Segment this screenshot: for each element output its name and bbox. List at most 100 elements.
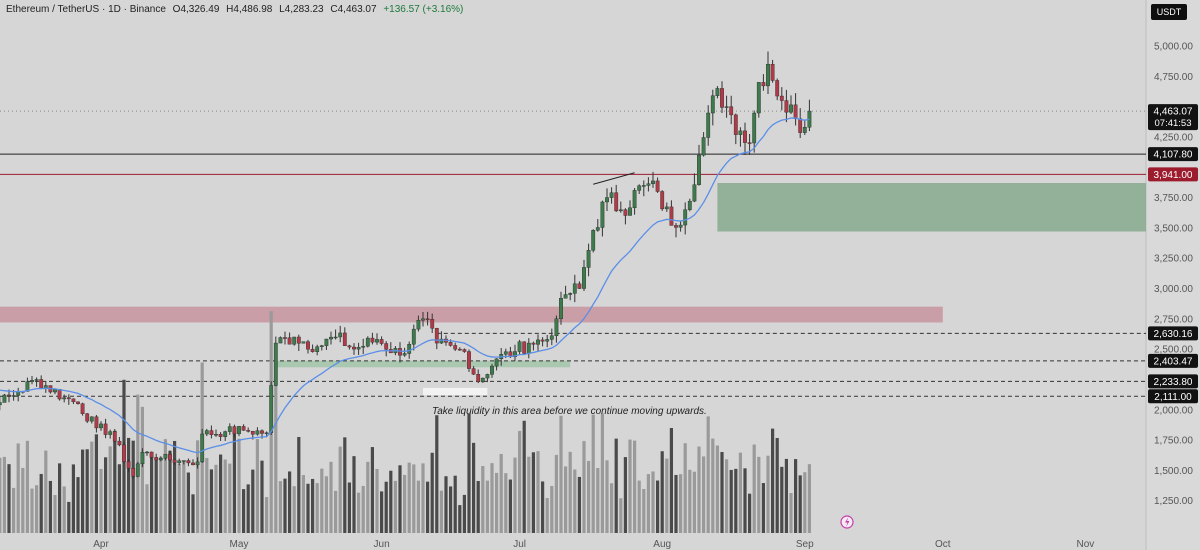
candle[interactable] — [687, 200, 692, 210]
candle[interactable] — [710, 95, 715, 114]
candle[interactable] — [333, 336, 338, 339]
candle[interactable] — [227, 426, 232, 432]
candle[interactable] — [66, 397, 71, 400]
candle[interactable] — [600, 201, 605, 228]
candle[interactable] — [135, 463, 140, 477]
candle[interactable] — [122, 444, 126, 462]
candle[interactable] — [655, 180, 660, 192]
candle[interactable] — [398, 348, 402, 356]
candle[interactable] — [545, 339, 550, 342]
candle[interactable] — [632, 190, 637, 209]
candle[interactable] — [752, 112, 757, 144]
candle[interactable] — [269, 385, 274, 433]
candle[interactable] — [117, 440, 122, 446]
candle[interactable] — [370, 337, 375, 343]
candle[interactable] — [57, 389, 62, 400]
price-label-current[interactable] — [1148, 104, 1198, 131]
candle[interactable] — [411, 328, 416, 345]
candle[interactable] — [264, 432, 269, 434]
candle[interactable] — [80, 403, 85, 414]
candle[interactable] — [770, 63, 775, 81]
candle[interactable] — [798, 118, 803, 133]
candle[interactable] — [683, 209, 688, 226]
candle[interactable] — [379, 339, 384, 344]
candle[interactable] — [319, 345, 324, 347]
candle[interactable] — [375, 339, 379, 343]
candle[interactable] — [628, 207, 632, 216]
candle[interactable] — [802, 127, 807, 133]
price-label-dark[interactable] — [1148, 353, 1198, 368]
candle[interactable] — [582, 267, 586, 289]
candle[interactable] — [480, 377, 485, 383]
candle[interactable] — [784, 100, 789, 113]
candle[interactable] — [517, 341, 522, 352]
candle[interactable] — [71, 398, 76, 403]
candle[interactable] — [678, 224, 683, 228]
candle[interactable] — [356, 347, 361, 350]
candle[interactable] — [549, 335, 554, 340]
candle[interactable] — [278, 337, 283, 344]
candle[interactable] — [568, 293, 573, 295]
candle[interactable] — [448, 342, 453, 346]
candle[interactable] — [112, 431, 117, 442]
candle[interactable] — [614, 192, 619, 212]
price-label-dark[interactable] — [1148, 374, 1198, 389]
candle[interactable] — [761, 82, 766, 87]
candle[interactable] — [218, 433, 223, 437]
candle[interactable] — [89, 416, 94, 422]
candle[interactable] — [793, 104, 798, 119]
price-label-dark[interactable] — [1148, 147, 1198, 162]
candle[interactable] — [237, 426, 241, 435]
candle[interactable] — [701, 137, 706, 156]
candle[interactable] — [586, 250, 591, 268]
price-label-dark[interactable] — [1148, 326, 1198, 341]
candle[interactable] — [697, 154, 701, 185]
candle[interactable] — [292, 336, 297, 345]
candle[interactable] — [0, 402, 2, 406]
candle[interactable] — [430, 319, 435, 329]
candle[interactable] — [453, 345, 458, 350]
candle[interactable] — [526, 342, 531, 354]
candle[interactable] — [172, 459, 177, 463]
candle[interactable] — [789, 104, 793, 113]
candle[interactable] — [306, 341, 310, 350]
zone-green[interactable] — [717, 183, 1146, 232]
candle[interactable] — [595, 227, 600, 231]
candle[interactable] — [214, 433, 218, 436]
candle[interactable] — [494, 358, 499, 367]
candle[interactable] — [715, 88, 720, 96]
candle[interactable] — [324, 338, 329, 346]
candle[interactable] — [554, 318, 559, 336]
candle[interactable] — [177, 460, 182, 463]
candle[interactable] — [421, 318, 425, 321]
candle[interactable] — [536, 339, 540, 345]
candle[interactable] — [485, 374, 490, 379]
candle[interactable] — [559, 298, 563, 320]
candle[interactable] — [618, 209, 623, 212]
candle[interactable] — [462, 349, 467, 352]
candle[interactable] — [775, 80, 780, 97]
candle[interactable] — [347, 345, 352, 348]
candle[interactable] — [158, 458, 163, 461]
candle[interactable] — [131, 468, 136, 477]
candle[interactable] — [7, 394, 11, 397]
candle[interactable] — [126, 461, 131, 469]
price-label-red[interactable] — [1148, 167, 1198, 182]
candle[interactable] — [637, 185, 642, 191]
candle[interactable] — [315, 346, 320, 352]
candle[interactable] — [108, 431, 113, 435]
candle[interactable] — [605, 197, 609, 203]
candle[interactable] — [577, 283, 582, 289]
candle[interactable] — [729, 106, 734, 116]
candle[interactable] — [402, 353, 407, 356]
candle[interactable] — [94, 416, 99, 429]
candle[interactable] — [191, 462, 195, 466]
candle[interactable] — [62, 397, 67, 400]
candle[interactable] — [168, 453, 172, 461]
candle[interactable] — [471, 368, 476, 375]
candle[interactable] — [76, 401, 80, 404]
candle[interactable] — [724, 106, 729, 108]
candle[interactable] — [476, 374, 481, 383]
candle[interactable] — [273, 342, 278, 386]
